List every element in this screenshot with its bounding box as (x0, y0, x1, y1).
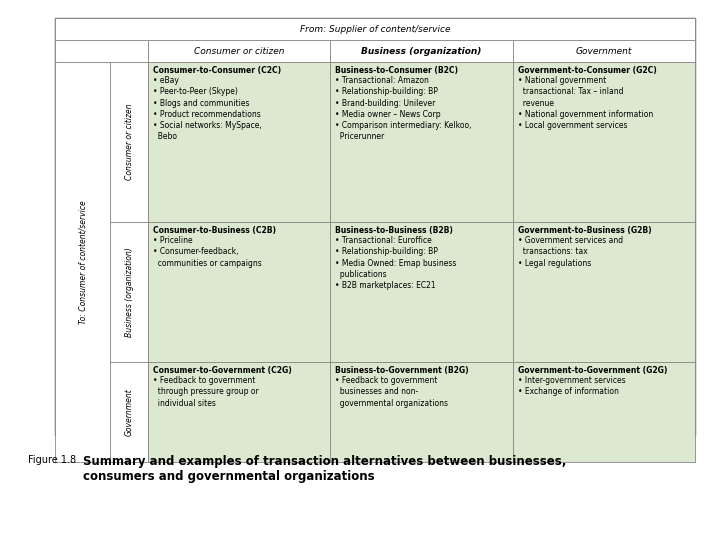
Text: Business-to-Consumer (B2C): Business-to-Consumer (B2C) (336, 66, 459, 75)
Text: From: Supplier of content/service: From: Supplier of content/service (300, 24, 450, 33)
Text: Government: Government (125, 388, 133, 436)
Bar (110, 222, 148, 362)
Text: • National government
  transactional: Tax – inland
  revenue
• National governm: • National government transactional: Tax… (518, 76, 653, 130)
Bar (513, 40, 695, 62)
Bar (110, 362, 148, 462)
Text: Consumer-to-Consumer (C2C): Consumer-to-Consumer (C2C) (153, 66, 281, 75)
Text: • Government services and
  transactions: tax
• Legal regulations: • Government services and transactions: … (518, 236, 623, 267)
Text: Government-to-Business (G2B): Government-to-Business (G2B) (518, 226, 652, 235)
Bar (55, 62, 110, 462)
Text: • Feedback to government
  through pressure group or
  individual sites: • Feedback to government through pressur… (153, 376, 258, 408)
Text: Business (organization): Business (organization) (361, 46, 482, 56)
Bar (55, 18, 695, 435)
Bar (330, 40, 513, 62)
Bar (330, 222, 513, 362)
Text: Business (organization): Business (organization) (125, 247, 133, 337)
Bar (110, 62, 148, 222)
Text: Figure 1.8: Figure 1.8 (28, 455, 76, 465)
Bar (148, 222, 330, 362)
Text: Consumer-to-Government (C2G): Consumer-to-Government (C2G) (153, 366, 292, 375)
Text: Government: Government (576, 46, 632, 56)
Text: Summary and examples of transaction alternatives between businesses,
consumers a: Summary and examples of transaction alte… (84, 455, 567, 483)
Text: • Feedback to government
  businesses and non-
  governmental organizations: • Feedback to government businesses and … (336, 376, 449, 408)
Text: Consumer or citizen: Consumer or citizen (194, 46, 284, 56)
Text: Government-to-Consumer (G2C): Government-to-Consumer (G2C) (518, 66, 657, 75)
Bar (148, 40, 330, 62)
Bar (513, 362, 695, 462)
Bar (330, 62, 513, 222)
Text: • Inter-government services
• Exchange of information: • Inter-government services • Exchange o… (518, 376, 625, 396)
Text: • Transactional: Euroffice
• Relationship-building: BP
• Media Owned: Emap busin: • Transactional: Euroffice • Relationshi… (336, 236, 456, 290)
Text: Consumer or citizen: Consumer or citizen (125, 104, 133, 180)
Text: Business-to-Business (B2B): Business-to-Business (B2B) (336, 226, 453, 235)
Text: • eBay
• Peer-to-Peer (Skype)
• Blogs and communities
• Product recommendations
: • eBay • Peer-to-Peer (Skype) • Blogs an… (153, 76, 262, 141)
Text: To: Consumer of content/service: To: Consumer of content/service (78, 200, 87, 324)
Bar (513, 222, 695, 362)
Bar (55, 40, 148, 62)
Bar (330, 362, 513, 462)
Text: Business-to-Government (B2G): Business-to-Government (B2G) (336, 366, 469, 375)
Text: • Priceline
• Consumer-feedback,
  communities or campaigns: • Priceline • Consumer-feedback, communi… (153, 236, 262, 267)
Bar (148, 62, 330, 222)
Text: • Transactional: Amazon
• Relationship-building: BP
• Brand-building: Unilever
•: • Transactional: Amazon • Relationship-b… (336, 76, 472, 141)
Bar (513, 62, 695, 222)
Bar (148, 362, 330, 462)
Bar (55, 18, 695, 40)
Text: Consumer-to-Business (C2B): Consumer-to-Business (C2B) (153, 226, 276, 235)
Text: Government-to-Government (G2G): Government-to-Government (G2G) (518, 366, 667, 375)
